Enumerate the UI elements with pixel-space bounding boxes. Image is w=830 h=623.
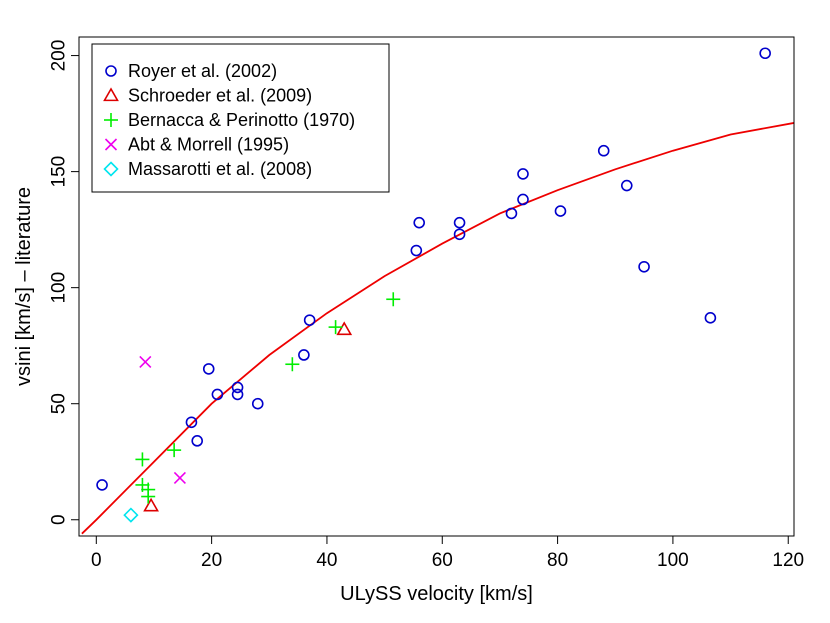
x-tick-label: 40: [316, 550, 337, 571]
data-point: [231, 381, 244, 394]
axes-layer: 0 20 40 60 80 100 120 0 50 100 150 200: [49, 36, 804, 571]
legend-box: [91, 43, 390, 193]
data-point: [597, 144, 610, 157]
data-point: [554, 205, 567, 217]
data-point: [638, 260, 650, 273]
legend: Royer et al. (2002) Schroeder et al. (200…: [91, 43, 390, 193]
data-point: [453, 228, 466, 241]
legend-entry-label: Massarotti et al. (2008): [128, 159, 312, 179]
data-point: [336, 321, 353, 336]
x-tick-label: 60: [432, 550, 453, 571]
data-point: [759, 47, 771, 60]
data-point: [123, 507, 139, 523]
x-tick-label: 120: [772, 550, 804, 571]
data-point: [211, 388, 224, 401]
data-point: [285, 357, 300, 372]
data-point: [135, 452, 150, 467]
x-tick-label: 0: [91, 550, 102, 571]
data-point: [517, 168, 529, 180]
data-point: [505, 207, 518, 220]
legend-entry-label: Bernacca & Perinotto (1970): [128, 110, 355, 130]
legend-symbol: [105, 65, 117, 77]
data-point: [173, 471, 186, 485]
legend-entry-label: Abt & Morrell (1995): [128, 135, 289, 155]
data-point: [704, 312, 717, 324]
data-point: [191, 435, 204, 447]
data-point: [298, 349, 310, 361]
data-point: [303, 314, 316, 326]
y-tick-label: 200: [49, 40, 70, 72]
fit-curve: [81, 122, 794, 535]
y-axis-label: vsini [km/s] – literature: [13, 187, 35, 386]
plot-frame: [78, 36, 795, 537]
data-point: [251, 397, 264, 410]
legend-symbol: [104, 138, 118, 151]
y-tick-label: 100: [49, 272, 70, 304]
legend-entry-label: Royer et al. (2002): [128, 61, 277, 81]
data-point: [413, 216, 426, 229]
data-point: [96, 479, 108, 491]
y-tick-label: 50: [49, 393, 70, 414]
x-tick-label: 20: [201, 550, 222, 571]
x-axis-label: ULySS velocity [km/s]: [340, 583, 533, 605]
data-point: [141, 482, 156, 497]
y-tick-label: 150: [49, 156, 70, 188]
data-point: [386, 292, 401, 307]
data-point: [167, 443, 182, 458]
data-point: [143, 497, 159, 512]
data-point: [620, 179, 633, 192]
y-tick-label: 0: [49, 514, 70, 525]
legend-symbol: [103, 87, 119, 102]
x-tick-label: 80: [547, 550, 568, 571]
legend-entry-label: Schroeder et al. (2009): [128, 86, 312, 106]
x-tick-label: 100: [657, 550, 689, 571]
data-points-layer: [96, 47, 771, 523]
data-point: [410, 244, 423, 257]
fit-curve-layer: [81, 122, 794, 535]
data-point: [328, 320, 343, 335]
data-point: [517, 193, 529, 206]
legend-symbol: [103, 161, 119, 177]
data-point: [185, 416, 198, 429]
data-point: [231, 388, 244, 401]
legend-symbol: [104, 113, 118, 127]
data-point: [202, 363, 215, 375]
data-point: [453, 216, 466, 229]
data-point: [139, 355, 152, 368]
